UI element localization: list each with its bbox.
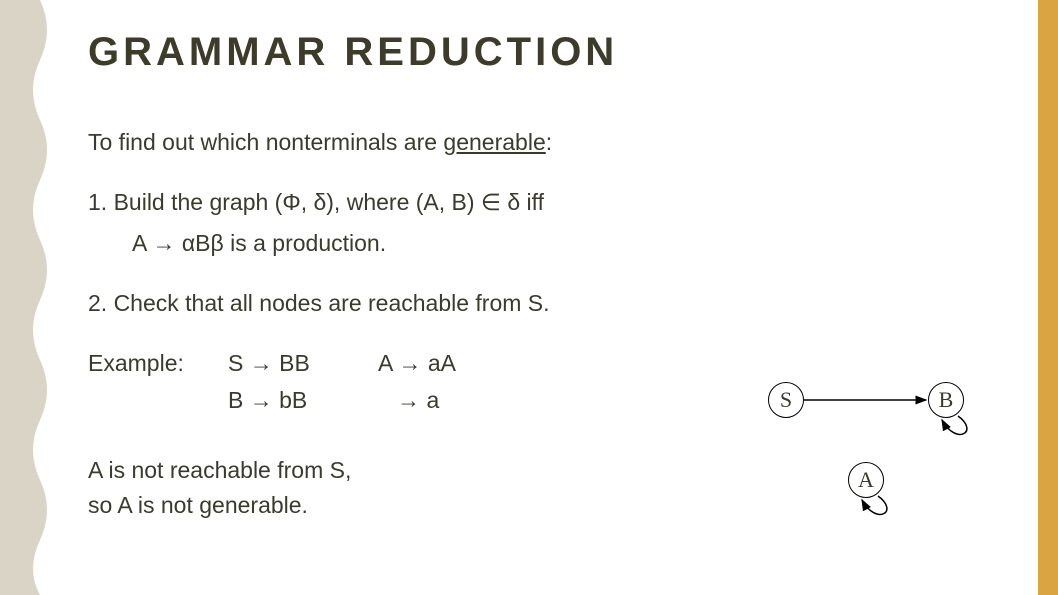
intro-underlined: generable	[443, 129, 545, 155]
step-1-cont: A → αBβ is a production.	[132, 226, 1018, 262]
example-col2-line2: → a	[378, 383, 528, 419]
intro-prefix: To find out which nonterminals are	[88, 129, 443, 155]
self-loop-a	[862, 496, 887, 514]
self-loop-b	[942, 416, 967, 434]
step-2: 2. Check that all nodes are reachable fr…	[88, 286, 1018, 322]
graph-node-s: S	[768, 382, 804, 418]
intro-suffix: :	[546, 129, 552, 155]
example-col2-line1: A → aA	[378, 346, 528, 382]
example-col1-line1: S → BB	[228, 346, 378, 382]
graph-node-a: A	[848, 462, 884, 498]
graph-node-b: B	[928, 382, 964, 418]
accent-bar	[1038, 0, 1058, 595]
example-col-2: A → aA → a	[378, 346, 528, 419]
slide-title: GRAMMAR REDUCTION	[88, 30, 1018, 75]
example-label: Example:	[88, 346, 228, 382]
step-1: 1. Build the graph (Φ, δ), where (A, B) …	[88, 185, 1018, 221]
example-col-1: S → BB B → bB	[228, 346, 378, 419]
reachability-graph: S B A	[758, 382, 998, 552]
wavy-left-border	[0, 0, 60, 595]
intro-line: To find out which nonterminals are gener…	[88, 125, 1018, 161]
slide: GRAMMAR REDUCTION To find out which nont…	[0, 0, 1058, 595]
example-col1-line2: B → bB	[228, 383, 378, 419]
